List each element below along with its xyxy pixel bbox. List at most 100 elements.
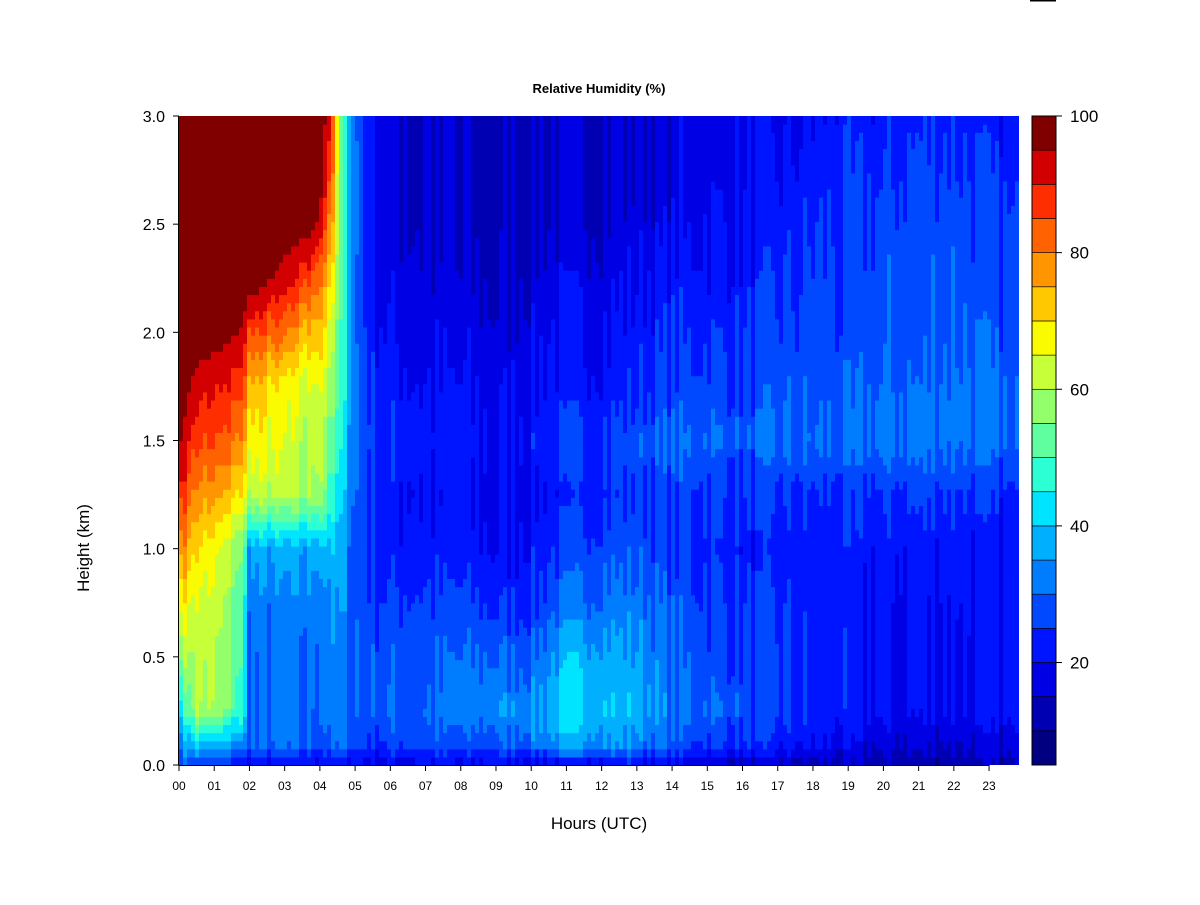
heatmap-cell (359, 432, 364, 442)
heatmap-cell (275, 278, 280, 287)
heatmap-cell (291, 164, 296, 174)
heatmap-cell (199, 213, 204, 223)
heatmap-cell (287, 472, 292, 482)
heatmap-cell (415, 562, 420, 571)
heatmap-cell (307, 294, 312, 304)
heatmap-cell (267, 399, 272, 409)
heatmap-cell (391, 578, 396, 588)
heatmap-cell (335, 521, 340, 531)
heatmap-cell (355, 594, 360, 604)
heatmap-cell (179, 472, 184, 482)
heatmap-cell (203, 756, 208, 765)
heatmap-cell (303, 229, 308, 239)
heatmap-cell (335, 627, 340, 636)
heatmap-cell (259, 343, 264, 352)
heatmap-cell (263, 213, 268, 223)
heatmap-cell (419, 716, 424, 726)
heatmap-cell (315, 262, 320, 271)
heatmap-cell (411, 262, 416, 271)
heatmap-cell (275, 505, 280, 515)
heatmap-cell (291, 554, 296, 563)
heatmap-cell (223, 643, 228, 653)
heatmap-cell (331, 383, 336, 393)
heatmap-cell (387, 554, 392, 563)
heatmap-cell (183, 748, 188, 758)
heatmap-cell (231, 440, 236, 450)
heatmap-cell (327, 748, 332, 758)
heatmap-cell (403, 424, 408, 433)
heatmap-cell (231, 562, 236, 571)
heatmap-cell (279, 310, 284, 320)
heatmap-cell (367, 245, 372, 255)
heatmap-cell (355, 748, 360, 758)
heatmap-cell (323, 659, 328, 669)
heatmap-cell (395, 659, 400, 669)
heatmap-cell (387, 529, 392, 539)
heatmap-cell (415, 343, 420, 352)
heatmap-cell (399, 399, 404, 409)
heatmap-cell (231, 205, 236, 214)
heatmap-cell (267, 489, 272, 498)
heatmap-cell (235, 310, 240, 320)
heatmap-cell (219, 586, 224, 596)
heatmap-cell (279, 359, 284, 369)
heatmap-cell (407, 416, 412, 425)
heatmap-cell (379, 124, 384, 133)
heatmap-cell (195, 610, 200, 620)
heatmap-cell (363, 700, 368, 709)
heatmap-cell (335, 391, 340, 401)
heatmap-cell (239, 691, 244, 701)
heatmap-cell (399, 335, 404, 344)
heatmap-cell (299, 335, 304, 344)
heatmap-cell (419, 545, 424, 555)
heatmap-cell (179, 318, 184, 328)
heatmap-cell (319, 375, 324, 385)
heatmap-cell (371, 432, 376, 442)
heatmap-cell (255, 270, 260, 279)
heatmap-cell (395, 464, 400, 474)
heatmap-cell (339, 359, 344, 369)
heatmap-cell (195, 375, 200, 385)
heatmap-cell (267, 481, 272, 490)
heatmap-cell (387, 156, 392, 166)
heatmap-cell (415, 472, 420, 482)
heatmap-cell (339, 221, 344, 231)
heatmap-cell (367, 262, 372, 271)
heatmap-cell (395, 424, 400, 433)
heatmap-cell (227, 659, 232, 669)
heatmap-cell (227, 286, 232, 296)
heatmap-cell (299, 586, 304, 596)
heatmap-cell (375, 464, 380, 474)
heatmap-cell (231, 635, 236, 644)
heatmap-cell (295, 586, 300, 596)
heatmap-cell (303, 635, 308, 644)
heatmap-cell (375, 651, 380, 661)
heatmap-cell (235, 724, 240, 734)
heatmap-cell (395, 140, 400, 150)
heatmap-cell (271, 659, 276, 669)
heatmap-cell (367, 383, 372, 393)
heatmap-cell (211, 448, 216, 458)
heatmap-cell (371, 124, 376, 133)
heatmap-cell (287, 172, 292, 182)
heatmap-cell (227, 156, 232, 166)
heatmap-cell (331, 359, 336, 369)
heatmap-cell (215, 610, 220, 620)
heatmap-cell (295, 189, 300, 198)
heatmap-cell (411, 302, 416, 312)
heatmap-cell (371, 545, 376, 555)
heatmap-cell (407, 408, 412, 417)
heatmap-cell (183, 732, 188, 742)
heatmap-cell (307, 627, 312, 636)
heatmap-cell (191, 116, 196, 125)
heatmap-cell (355, 521, 360, 531)
heatmap-cell (315, 610, 320, 620)
heatmap-cell (271, 513, 276, 523)
heatmap-cell (275, 221, 280, 231)
heatmap-cell (383, 756, 388, 765)
heatmap-cell (343, 148, 348, 158)
heatmap-cell (211, 513, 216, 523)
heatmap-cell (403, 537, 408, 547)
heatmap-cell (211, 383, 216, 393)
heatmap-cell (295, 537, 300, 547)
